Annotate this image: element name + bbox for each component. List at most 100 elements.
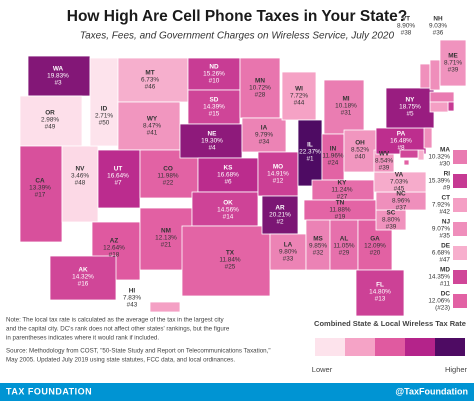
state-abbr: NE (208, 131, 218, 138)
state-rate-label: 19.83% (47, 73, 69, 80)
state-rate-label: 11.84% (219, 257, 241, 264)
state-rank: #20 (370, 250, 381, 257)
state (305, 219, 331, 271)
legend-low: Lower (312, 365, 333, 374)
state (323, 79, 365, 135)
legend: Combined State & Local Wireless Tax Rate… (312, 319, 468, 374)
state-rank: #9 (443, 185, 451, 192)
state (269, 233, 307, 271)
state-rank: #14 (223, 214, 234, 221)
state-rate-label: 8.71% (444, 60, 462, 67)
state (241, 117, 287, 153)
state (261, 195, 299, 235)
state-rate-label: 8.96% (392, 198, 410, 205)
state-rate-label: 7.83% (123, 295, 141, 302)
state (343, 129, 377, 173)
state (429, 91, 455, 103)
state (429, 59, 441, 91)
state-rank: #35 (439, 233, 450, 240)
state (429, 101, 449, 113)
legend-swatch (375, 338, 405, 356)
state-rate-label: 16.48% (390, 138, 412, 145)
state-rate-label: 11.05% (333, 243, 355, 250)
state-abbr: NH (433, 16, 443, 23)
state-rate-label: 14.35% (428, 274, 450, 281)
note-line: and the capital city. DC's rank does not… (6, 326, 230, 333)
state (97, 149, 141, 209)
state (423, 127, 433, 149)
state-rank: #29 (339, 250, 350, 257)
state-rate-label: 3.46% (71, 173, 89, 180)
state-rate-label: 18.75% (399, 104, 421, 111)
legend-swatch (405, 338, 435, 356)
legend-high: Higher (445, 365, 468, 374)
state-abbr: KS (224, 165, 234, 172)
state (117, 57, 189, 103)
state-abbr: ME (448, 53, 458, 60)
state-rate-label: 12.09% (364, 243, 386, 250)
state-rank: #43 (127, 302, 138, 309)
callout-swatch (453, 270, 467, 284)
state (399, 149, 419, 159)
state-rate-label: 12.13% (155, 235, 177, 242)
state-rank: #31 (341, 110, 352, 117)
state-rate-label: 9.80% (279, 249, 297, 256)
note-line: Note: The local tax rate is calculated a… (6, 317, 225, 324)
state-rank: #11 (440, 281, 451, 288)
callout-swatch (453, 174, 467, 188)
state (181, 225, 271, 297)
state-abbr: AZ (110, 238, 119, 245)
state (257, 151, 299, 197)
state-rate-label: 11.24% (331, 187, 353, 194)
state-rate-label: 14.80% (369, 289, 391, 296)
state-rate-label: 7.03% (390, 179, 408, 186)
state-abbr: WA (53, 66, 64, 73)
state (355, 269, 405, 317)
state-rank: #16 (78, 281, 89, 288)
state-rate-label: 8.80% (382, 217, 400, 224)
state-rate-label: 10.72% (249, 85, 271, 92)
state-rank: #5 (406, 111, 414, 118)
state-rank: #44 (294, 100, 305, 107)
state-rate-label: 16.68% (217, 172, 239, 179)
state (403, 159, 410, 166)
state (281, 71, 317, 121)
state-rank: (#23) (435, 305, 450, 312)
state-rank: #30 (439, 161, 450, 168)
legend-swatch (345, 338, 375, 356)
state (19, 95, 83, 147)
state-abbr: WI (295, 86, 303, 93)
state-rate-label: 9.79% (255, 132, 273, 139)
state-rate-label: 8.90% (397, 23, 415, 30)
state-rate-label: 6.73% (141, 77, 159, 84)
footer-brand: TAX FOUNDATION (6, 386, 92, 396)
state-rank: #4 (208, 145, 216, 152)
state-rank: #49 (45, 124, 56, 131)
state (419, 63, 431, 89)
state-rate-label: 11.96% (322, 153, 344, 160)
state-rate-label: 12.06% (428, 298, 450, 305)
state-abbr: IA (261, 125, 268, 132)
state-rank: #38 (401, 30, 412, 37)
state-abbr: FL (376, 282, 384, 289)
state (239, 57, 281, 119)
state-abbr: TX (226, 250, 235, 257)
state-abbr: IN (330, 146, 337, 153)
state-abbr: CA (35, 178, 45, 185)
callout-swatch (453, 198, 467, 212)
state-rank: #34 (259, 139, 270, 146)
state (149, 301, 181, 313)
state-rate-label: 22.37% (299, 149, 321, 156)
state-rate-label: 14.56% (217, 207, 239, 214)
state-abbr: IL (307, 142, 313, 149)
state-rank: #33 (283, 256, 294, 263)
state-rank: #39 (448, 67, 459, 74)
state-rate-label: 10.18% (335, 103, 357, 110)
state-rank: #50 (99, 120, 110, 127)
state-abbr: KY (338, 180, 348, 187)
state (329, 219, 359, 271)
state-rate-label: 20.21% (269, 212, 291, 219)
state-rate-label: 2.71% (95, 113, 113, 120)
legend-title: Combined State & Local Wireless Tax Rate (314, 319, 466, 328)
